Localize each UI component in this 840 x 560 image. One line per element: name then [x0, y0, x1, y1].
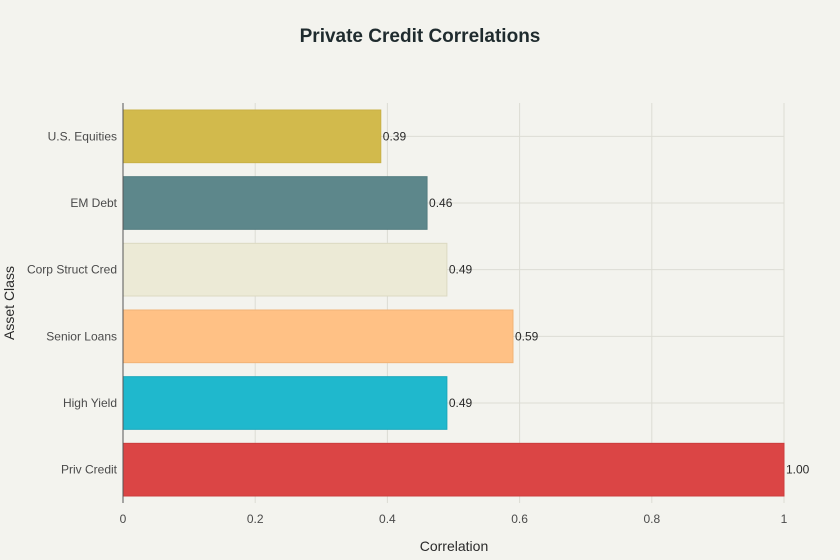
y-tick-label: EM Debt [70, 196, 117, 210]
x-tick-label: 1 [781, 512, 788, 526]
chart-title: Private Credit Correlations [300, 26, 541, 47]
bars: 0.39 0.46 0.49 0.59 0.49 1.00 [122, 109, 810, 497]
x-tick-label: 0.2 [247, 512, 264, 526]
bar-corp-struct-cred [122, 242, 448, 297]
bar-senior-loans [122, 309, 514, 364]
data-label: 0.39 [383, 129, 407, 143]
data-label: 0.59 [515, 329, 539, 343]
y-tick-labels: U.S. Equities EM Debt Corp Struct Cred Seni… [27, 129, 118, 476]
data-label: 0.49 [449, 263, 473, 277]
y-tick-label: Corp Struct Cred [27, 263, 117, 277]
y-axis-label: Asset Class [1, 266, 17, 340]
data-label: 0.46 [429, 196, 453, 210]
x-tick-label: 0 [120, 512, 127, 526]
y-tick-label: High Yield [63, 396, 117, 410]
data-label: 1.00 [786, 463, 810, 477]
bar-em-debt [122, 176, 428, 230]
y-tick-label: Priv Credit [61, 463, 118, 477]
bar-high-yield [122, 376, 448, 430]
data-label: 0.49 [449, 396, 473, 410]
x-axis-label: Correlation [420, 538, 488, 554]
y-tick-label: U.S. Equities [48, 129, 117, 143]
bar-u-s-equities [122, 109, 382, 164]
x-tick-label: 0.8 [643, 512, 660, 526]
y-tick-label: Senior Loans [46, 329, 117, 343]
x-tick-label: 0.4 [379, 512, 396, 526]
bar-priv-credit [122, 442, 785, 497]
x-tick-label: 0.6 [511, 512, 528, 526]
x-tick-labels: 0 0.2 0.4 0.6 0.8 1 [120, 512, 788, 526]
